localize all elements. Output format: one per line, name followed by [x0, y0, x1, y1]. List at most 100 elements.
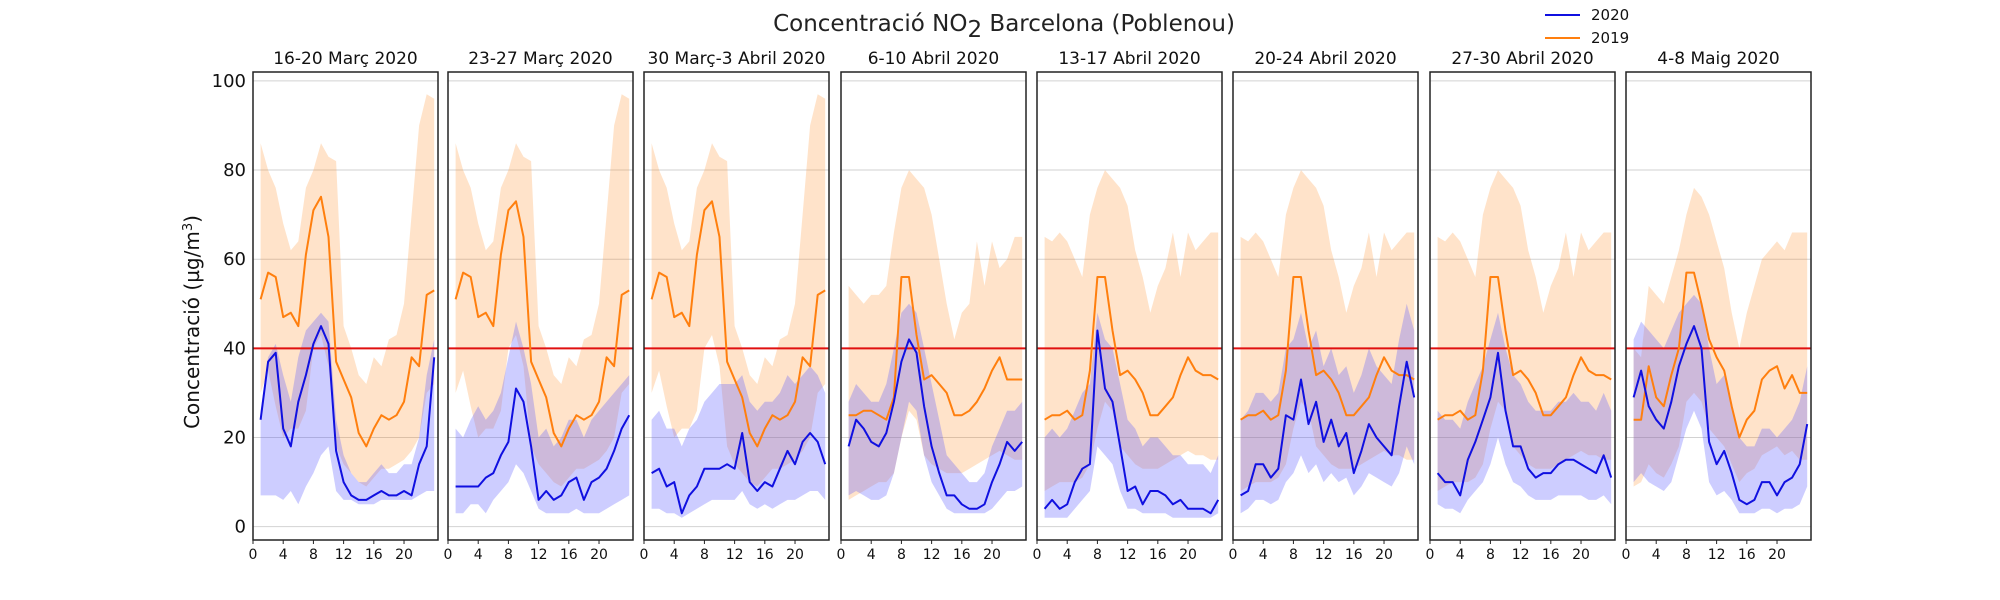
x-tick-label: 16: [1149, 547, 1167, 563]
x-tick-label: 12: [1119, 547, 1137, 563]
band-2019: [260, 94, 435, 487]
panel-title: 13-17 Abril 2020: [1058, 49, 1200, 69]
panel-frame: [1429, 71, 1616, 541]
y-axis-label-superscript: 3: [181, 223, 196, 231]
panel-6: 20-24 Abril 2020 0 4 8 12 16 20: [1229, 49, 1419, 563]
line-2019: [1240, 276, 1415, 421]
line-2020: [1632, 325, 1809, 506]
panel-frame: [840, 71, 1027, 541]
x-tick-label: 8: [1093, 547, 1102, 563]
x-tick-label: 0: [249, 547, 258, 563]
panel-frame: [1625, 71, 1812, 541]
x-tick-label: 4: [1652, 547, 1661, 563]
x-tick-label: 16: [756, 547, 774, 563]
line-2020: [651, 432, 827, 515]
x-tick-label: 4: [1259, 547, 1268, 563]
band-2019: [1240, 170, 1415, 491]
line-2019: [1437, 276, 1612, 421]
y-tick-label: 20: [223, 427, 246, 448]
band-2019: [848, 170, 1023, 500]
x-tick-label: 20: [395, 547, 413, 563]
panel-title: 16-20 Març 2020: [273, 49, 418, 69]
x-tick-label: 0: [1033, 547, 1042, 563]
x-tick-label: 20: [786, 547, 804, 563]
x-tick-label: 12: [1708, 547, 1726, 563]
line-2020: [1240, 360, 1416, 497]
x-tick-label: 16: [1738, 547, 1756, 563]
legend-label-2019: 2019: [1591, 29, 1629, 47]
chart-title: Concentració NO2 Barcelona (Poblenou): [773, 11, 1235, 43]
line-2020: [259, 325, 436, 501]
x-tick-label: 12: [335, 547, 353, 563]
line-2020: [455, 387, 631, 501]
y-tick-label: 80: [223, 160, 246, 181]
x-tick-label: 12: [1315, 547, 1333, 563]
panel-4: 6-10 Abril 2020 0 4 8 12 16 20: [837, 49, 1027, 563]
line-2019: [650, 200, 826, 448]
y-axis-label-main: Concentració (µg/m: [180, 231, 204, 429]
panel-2: 23-27 Març 2020 0 4 8 12 16 20: [444, 49, 634, 563]
panel-title: 23-27 Març 2020: [468, 49, 613, 69]
panel-frame: [252, 71, 439, 541]
x-tick-label: 16: [1542, 547, 1560, 563]
x-tick-label: 4: [474, 547, 483, 563]
line-2019: [1633, 271, 1808, 439]
legend: 2020 2019: [1545, 6, 1629, 47]
x-tick-label: 12: [923, 547, 941, 563]
line-2020: [1436, 351, 1613, 497]
panel-title: 30 Març-3 Abril 2020: [648, 49, 826, 69]
x-tick-label: 16: [1345, 547, 1363, 563]
line-2019: [1044, 276, 1219, 421]
x-tick-label: 0: [640, 547, 649, 563]
x-tick-label: 20: [1179, 547, 1197, 563]
x-tick-label: 16: [560, 547, 578, 563]
panel-frame: [643, 71, 830, 541]
x-tick-label: 16: [365, 547, 383, 563]
x-tick-label: 0: [1229, 547, 1238, 563]
x-tick-label: 4: [867, 547, 876, 563]
y-tick-label: 100: [212, 71, 246, 92]
x-tick-label: 8: [504, 547, 513, 563]
x-tick-label: 8: [1682, 547, 1691, 563]
y-axis-label-close: ): [180, 215, 204, 223]
panel-5: 13-17 Abril 2020 0 4 8 12 16 20: [1033, 49, 1223, 563]
panel-7: 27-30 Abril 2020 0 4 8 12 16 20: [1426, 49, 1616, 563]
band-2019: [1437, 170, 1612, 491]
x-tick-label: 8: [309, 547, 318, 563]
band-2020: [1437, 312, 1612, 514]
x-tick-label: 0: [1426, 547, 1435, 563]
panel-title: 6-10 Abril 2020: [868, 49, 1000, 69]
panel-frame: [1036, 71, 1223, 541]
line-2019: [454, 200, 630, 448]
panel-1: 16-20 Març 2020 0 4 8 12 16 20 0 20 40 60 80 100: [212, 49, 439, 563]
y-axis-label: Concentració (µg/m3): [180, 215, 204, 429]
x-tick-label: 16: [953, 547, 971, 563]
band-2020: [1633, 294, 1808, 514]
y-tick-label: 40: [223, 338, 246, 359]
x-tick-label: 0: [837, 547, 846, 563]
x-tick-label: 12: [726, 547, 744, 563]
x-tick-label: 20: [1768, 547, 1786, 563]
x-tick-label: 20: [1572, 547, 1590, 563]
line-2020: [847, 338, 1023, 510]
x-tick-label: 0: [444, 547, 453, 563]
x-tick-label: 4: [1063, 547, 1072, 563]
legend-label-2020: 2020: [1591, 6, 1629, 24]
x-tick-label: 4: [1456, 547, 1465, 563]
panel-frame: [1232, 71, 1419, 541]
x-tick-label: 8: [1486, 547, 1495, 563]
panel-title: 4-8 Maig 2020: [1657, 49, 1779, 69]
band-2020: [455, 321, 630, 514]
x-tick-label: 4: [670, 547, 679, 563]
x-tick-label: 0: [1622, 547, 1631, 563]
panel-8: 4-8 Maig 2020 0 4 8 12 16 20: [1622, 49, 1812, 563]
band-2019: [1044, 170, 1219, 491]
x-tick-label: 20: [983, 547, 1001, 563]
band-2019: [1633, 187, 1808, 487]
panel-title: 27-30 Abril 2020: [1451, 49, 1593, 69]
panel-title: 20-24 Abril 2020: [1254, 49, 1396, 69]
line-2019: [259, 195, 435, 448]
x-tick-label: 8: [897, 547, 906, 563]
